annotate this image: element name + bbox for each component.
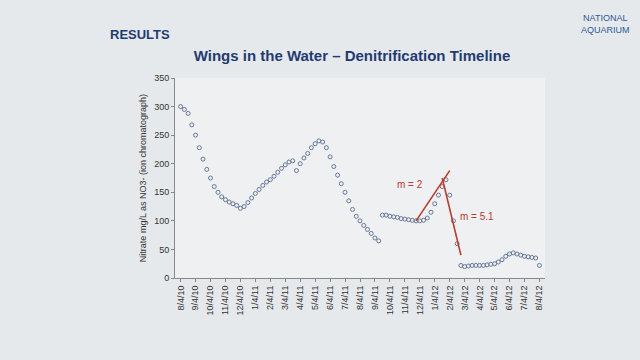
svg-text:7/4/12: 7/4/12: [519, 286, 529, 311]
svg-text:9/4/11: 9/4/11: [370, 286, 380, 310]
svg-text:1/4/12: 1/4/12: [430, 286, 440, 311]
svg-text:5/4/12: 5/4/12: [489, 286, 499, 311]
svg-text:Nitrate mg/L as NO3- (ion chro: Nitrate mg/L as NO3- (ion chromatograph): [138, 94, 148, 262]
svg-text:m = 2: m = 2: [397, 179, 423, 190]
svg-text:8/4/10: 8/4/10: [176, 286, 186, 311]
svg-text:4/4/12: 4/4/12: [475, 286, 485, 311]
svg-text:12/4/11: 12/4/11: [415, 286, 425, 315]
svg-text:11/4/11: 11/4/11: [400, 286, 410, 315]
svg-text:7/4/11: 7/4/11: [340, 286, 350, 310]
svg-text:0: 0: [164, 273, 169, 283]
svg-text:5/4/11: 5/4/11: [310, 286, 320, 310]
svg-text:350: 350: [154, 73, 169, 83]
svg-text:10/4/10: 10/4/10: [205, 286, 215, 316]
svg-text:3/4/12: 3/4/12: [460, 286, 470, 311]
svg-text:100: 100: [154, 216, 169, 226]
svg-text:50: 50: [159, 245, 169, 255]
svg-text:3/4/11: 3/4/11: [280, 286, 290, 310]
svg-text:2/4/12: 2/4/12: [445, 286, 455, 311]
svg-text:2/4/11: 2/4/11: [265, 286, 275, 310]
svg-text:9/4/10: 9/4/10: [190, 286, 200, 311]
svg-text:8/4/11: 8/4/11: [355, 286, 365, 310]
svg-text:NATIONALAQUARIUM: NATIONALAQUARIUM: [581, 13, 630, 35]
svg-text:300: 300: [154, 102, 169, 112]
svg-text:1/4/11: 1/4/11: [250, 286, 260, 310]
svg-text:4/4/11: 4/4/11: [295, 286, 305, 310]
svg-text:6/4/12: 6/4/12: [504, 286, 514, 311]
svg-text:6/4/11: 6/4/11: [325, 286, 335, 310]
svg-text:200: 200: [154, 159, 169, 169]
svg-text:m = 5.1: m = 5.1: [460, 211, 494, 222]
svg-text:8/4/12: 8/4/12: [534, 286, 544, 311]
svg-text:RESULTS: RESULTS: [110, 27, 170, 42]
svg-text:150: 150: [154, 187, 169, 197]
svg-text:10/4/11: 10/4/11: [385, 286, 395, 315]
svg-text:12/4/10: 12/4/10: [235, 286, 245, 316]
svg-text:250: 250: [154, 130, 169, 140]
svg-text:11/4/10: 11/4/10: [220, 286, 230, 315]
svg-text:Wings in the Water – Denitrifi: Wings in the Water – Denitrification Tim…: [194, 47, 511, 64]
